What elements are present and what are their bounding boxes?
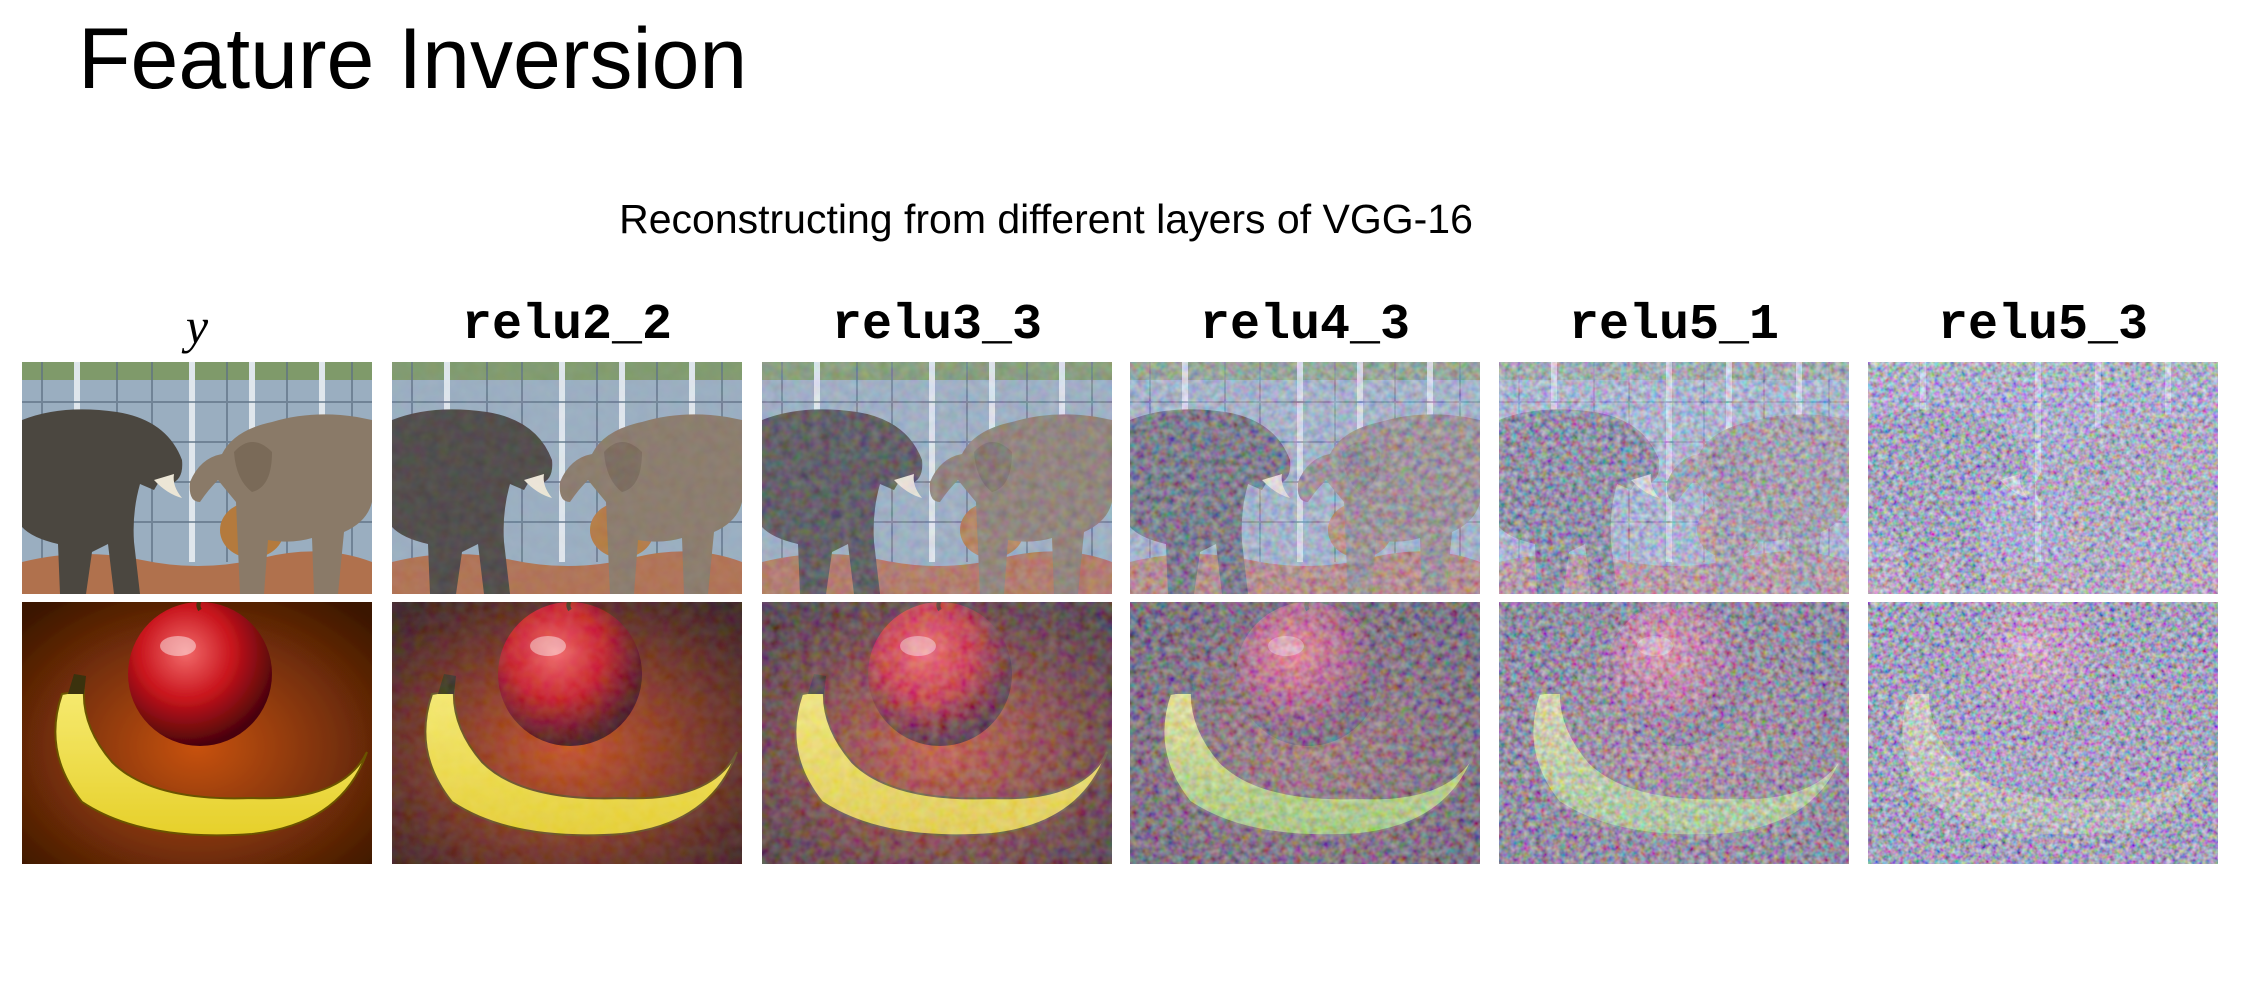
elephant-image — [1868, 362, 2218, 594]
elephant-image — [1130, 362, 1480, 594]
fruit-image — [22, 602, 372, 864]
column-label: relu3_3 — [831, 297, 1043, 354]
figure-subtitle: Reconstructing from different layers of … — [619, 196, 1473, 242]
column-label: relu5_1 — [1568, 297, 1780, 354]
fruit-image — [762, 602, 1112, 864]
fruit-image — [1499, 602, 1849, 864]
slide-title: Feature Inversion — [78, 11, 748, 107]
column-label: y — [185, 298, 209, 354]
elephant-image — [22, 362, 372, 594]
elephant-image — [392, 362, 742, 594]
fruit-image — [1868, 602, 2218, 864]
column-label: relu2_2 — [461, 297, 673, 354]
elephant-image — [1499, 362, 1849, 594]
fruit-image — [1130, 602, 1480, 864]
elephant-image — [762, 362, 1112, 594]
column-label: relu5_3 — [1937, 297, 2149, 354]
fruit-image — [392, 602, 742, 864]
column-label: relu4_3 — [1199, 297, 1411, 354]
